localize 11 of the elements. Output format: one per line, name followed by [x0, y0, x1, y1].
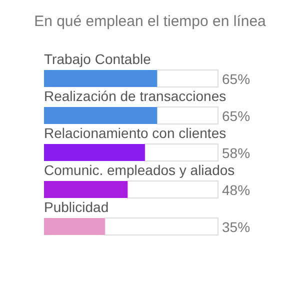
data-label: 35% — [222, 219, 250, 235]
y-tick-label: Relacionamiento con clientes — [44, 125, 226, 141]
y-tick-label: Publicidad — [44, 199, 109, 215]
y-tick-label: Realización de transacciones — [44, 88, 226, 104]
y-tick-label: Comunic. empleados y aliados — [44, 162, 235, 178]
chart-title: En qué emplean el tiempo en línea — [34, 13, 267, 30]
data-label: 65% — [222, 108, 250, 124]
data-label: 48% — [222, 182, 250, 198]
y-tick-label: Trabajo Contable — [44, 51, 152, 67]
data-label: 58% — [222, 145, 250, 161]
data-label: 65% — [222, 71, 250, 87]
